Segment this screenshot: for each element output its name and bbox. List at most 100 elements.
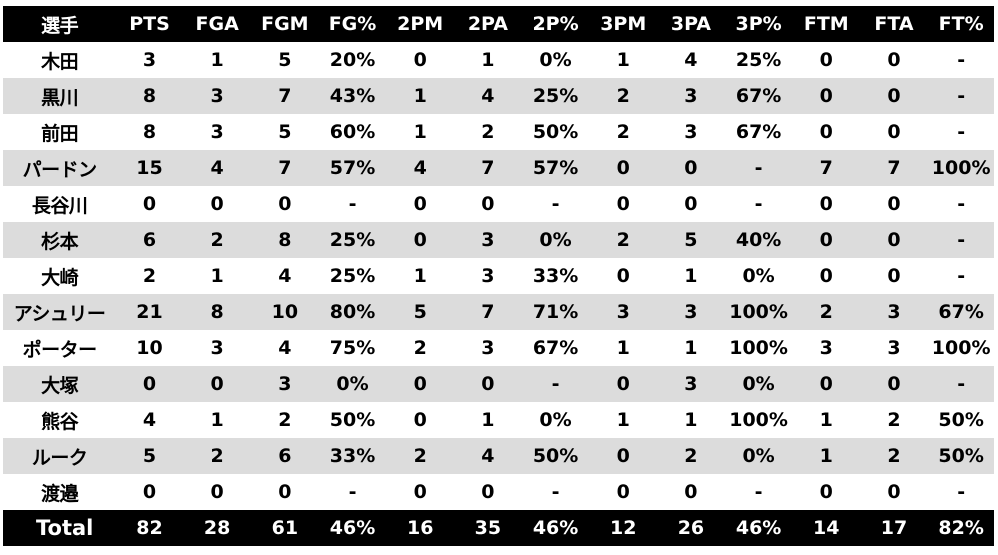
stat-cell-ftm: 1 xyxy=(819,409,833,431)
stat-cell-2p-pct: 50% xyxy=(532,445,579,467)
stat-cell-fga: 4 xyxy=(210,157,224,179)
total-cell-3p-pct: 46% xyxy=(735,517,782,539)
stat-cell-3pa: 3 xyxy=(684,121,698,143)
stat-cell-3pm: 0 xyxy=(616,481,630,503)
total-cell-2p-pct: 46% xyxy=(532,517,579,539)
stat-cell-ftm: 0 xyxy=(819,229,833,251)
stat-cell-2pa: 3 xyxy=(481,265,495,287)
player-name-cell: ポーター xyxy=(22,338,98,361)
stat-cell-3p-pct: 0% xyxy=(742,445,775,467)
stat-cell-fta: 0 xyxy=(887,193,901,215)
header-fg-pct: FG% xyxy=(328,13,377,35)
stat-cell-fga: 0 xyxy=(210,193,224,215)
stat-cell-pts: 2 xyxy=(142,265,157,287)
stat-cell-ft-pct: - xyxy=(957,49,966,71)
player-name-cell: 長谷川 xyxy=(31,194,88,217)
stat-cell-ft-pct: 67% xyxy=(938,301,984,323)
stat-cell-pts: 8 xyxy=(142,85,157,107)
stat-cell-2p-pct: 50% xyxy=(532,121,579,143)
stat-cell-2pa: 3 xyxy=(481,337,495,359)
stat-cell-fgm: 4 xyxy=(278,337,292,359)
stat-cell-fga: 3 xyxy=(210,121,224,143)
header-fta: FTA xyxy=(874,13,914,35)
player-name-cell: 前田 xyxy=(41,122,79,145)
stat-cell-fgm: 5 xyxy=(278,121,292,143)
total-cell-fta: 17 xyxy=(880,517,908,539)
stat-cell-fgm: 6 xyxy=(278,445,292,467)
header-3pa: 3PA xyxy=(670,13,711,35)
stat-cell-3pm: 0 xyxy=(616,373,630,395)
stat-cell-2pa: 0 xyxy=(481,193,495,215)
stat-cell-2pa: 1 xyxy=(481,409,495,431)
stat-cell-2p-pct: 0% xyxy=(539,229,572,251)
stat-cell-3pa: 0 xyxy=(684,193,698,215)
player-name-cell: 大塚 xyxy=(41,374,79,397)
stat-cell-pts: 5 xyxy=(142,445,157,467)
stat-cell-fg-pct: 20% xyxy=(329,49,376,71)
stat-cell-2p-pct: 71% xyxy=(532,301,579,323)
stat-cell-pts: 6 xyxy=(142,229,157,251)
stat-cell-ftm: 7 xyxy=(819,157,833,179)
header-ft-pct: FT% xyxy=(938,13,984,35)
table-row: 杉本 6 2 8 25% 0 3 0% 2 5 40% 0 0 - xyxy=(3,222,994,258)
stat-cell-pts: 15 xyxy=(136,157,163,179)
table-row: 長谷川 0 0 0 - 0 0 - 0 0 - 0 0 - xyxy=(3,186,994,222)
stat-cell-2p-pct: - xyxy=(551,373,560,395)
stat-cell-fg-pct: - xyxy=(348,481,357,503)
stat-cell-2pa: 4 xyxy=(481,85,495,107)
stat-cell-3p-pct: - xyxy=(754,157,763,179)
stat-cell-3pa: 1 xyxy=(684,337,698,359)
player-name-cell: 渡邉 xyxy=(41,482,79,505)
header-2pa: 2PA xyxy=(467,13,508,35)
total-cell-pts: 82 xyxy=(136,517,163,539)
stat-cell-3pa: 5 xyxy=(684,229,698,251)
stat-cell-2pm: 2 xyxy=(413,445,427,467)
player-name-cell: 熊谷 xyxy=(41,410,79,433)
stat-cell-2pm: 2 xyxy=(413,337,427,359)
stat-cell-fga: 2 xyxy=(210,445,224,467)
stat-cell-fg-pct: 75% xyxy=(329,337,376,359)
stat-cell-pts: 0 xyxy=(142,481,157,503)
stat-cell-fgm: 4 xyxy=(278,265,292,287)
total-cell-fg-pct: 46% xyxy=(329,517,376,539)
stat-cell-fgm: 3 xyxy=(278,373,292,395)
stat-cell-3pm: 1 xyxy=(616,409,630,431)
stat-cell-ft-pct: - xyxy=(957,373,966,395)
stat-cell-pts: 10 xyxy=(136,337,163,359)
player-name-cell: 木田 xyxy=(41,50,79,73)
header-fga: FGA xyxy=(195,13,239,35)
stat-cell-3p-pct: 40% xyxy=(735,229,782,251)
header-3pm: 3PM xyxy=(600,13,647,35)
player-name-cell: 大崎 xyxy=(41,266,79,289)
stat-cell-fga: 3 xyxy=(210,337,224,359)
stat-cell-fgm: 7 xyxy=(278,157,292,179)
stat-cell-fgm: 0 xyxy=(278,193,292,215)
header-ftm: FTM xyxy=(803,13,849,35)
stat-cell-3pm: 1 xyxy=(616,337,630,359)
stat-cell-3p-pct: 25% xyxy=(735,49,782,71)
stat-cell-ftm: 0 xyxy=(819,373,833,395)
stat-cell-pts: 3 xyxy=(142,49,157,71)
header-row: 選手 PTS FGA FGM FG% 2PM 2PA 2P% 3PM 3PA 3P% FTM FTA FT… xyxy=(3,6,994,42)
stat-cell-fg-pct: - xyxy=(348,193,357,215)
stat-cell-3pa: 3 xyxy=(684,373,698,395)
stat-cell-2pa: 2 xyxy=(481,121,495,143)
stat-cell-3p-pct: - xyxy=(754,193,763,215)
table-row: 大崎 2 1 4 25% 1 3 33% 0 1 0% 0 0 - xyxy=(3,258,994,294)
total-label: Total xyxy=(36,516,94,540)
stat-cell-2pm: 5 xyxy=(413,301,427,323)
stat-cell-fta: 0 xyxy=(887,481,901,503)
stat-cell-3pm: 3 xyxy=(616,301,630,323)
stat-cell-fga: 0 xyxy=(210,481,224,503)
stat-cell-ftm: 0 xyxy=(819,85,833,107)
table-row: 黒川 8 3 7 43% 1 4 25% 2 3 67% 0 0 - xyxy=(3,78,994,114)
stat-cell-3pa: 1 xyxy=(684,265,698,287)
stat-cell-3pa: 2 xyxy=(684,445,698,467)
player-name-cell: 黒川 xyxy=(41,86,79,109)
stat-cell-3pa: 0 xyxy=(684,157,698,179)
stat-cell-2pm: 1 xyxy=(413,85,427,107)
stat-cell-2pm: 0 xyxy=(413,373,427,395)
total-cell-2pm: 16 xyxy=(406,517,434,539)
stat-cell-fga: 2 xyxy=(210,229,224,251)
stat-cell-2pa: 7 xyxy=(481,157,495,179)
